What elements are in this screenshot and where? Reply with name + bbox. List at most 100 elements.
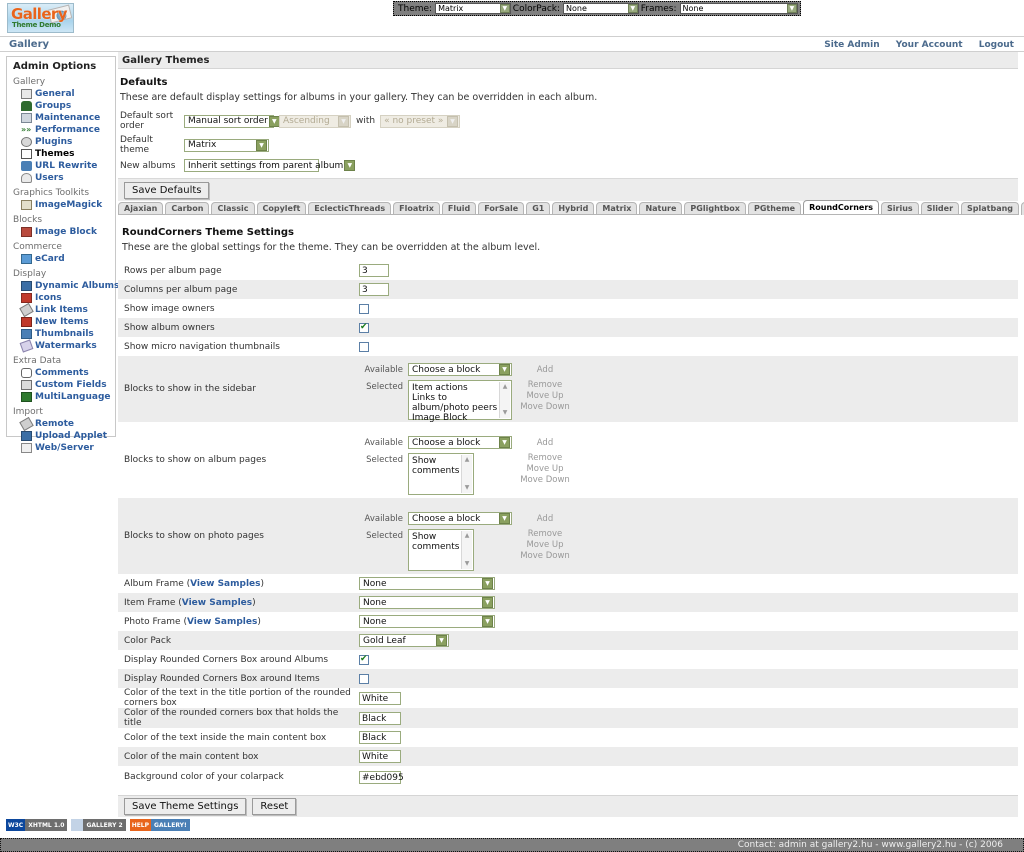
show-micro-nav-checkbox[interactable] [359, 341, 369, 352]
default-sort-order-select[interactable]: Manual sort order ▼ [184, 114, 280, 128]
color-pack-select[interactable]: Gold Leaf ▼ [359, 634, 449, 647]
sidebar-item-themes[interactable]: Themes [11, 148, 111, 160]
sidebar-item-custom-fields[interactable]: Custom Fields [11, 379, 111, 391]
tab-classic[interactable]: Classic [211, 202, 255, 215]
colorpack-select[interactable]: None ▼ [563, 3, 639, 14]
chevron-down-icon[interactable]: ▼ [499, 364, 510, 375]
sidebar-item-plugins[interactable]: Plugins [11, 136, 111, 148]
tab-pglightbox[interactable]: PGlightbox [684, 202, 746, 215]
photo-selected-list[interactable]: Show comments ▲ ▼ [408, 529, 474, 571]
gallery-logo[interactable]: Gallery Theme Demo [7, 3, 74, 33]
tab-nature[interactable]: Nature [639, 202, 683, 215]
chevron-down-icon[interactable]: ▼ [447, 115, 459, 127]
help-gallery-badge[interactable]: HELP GALLERY! [129, 819, 190, 831]
logout-link[interactable]: Logout [978, 40, 1014, 50]
album-move-down-button[interactable]: Move Down [520, 475, 570, 485]
scrollbar[interactable]: ▲ ▼ [461, 455, 472, 493]
sidebar-item-upload-applet[interactable]: Upload Applet [11, 430, 111, 442]
tab-fluid[interactable]: Fluid [441, 202, 477, 215]
chevron-down-icon[interactable]: ▼ [499, 4, 510, 13]
list-item[interactable]: Show comments [412, 456, 460, 476]
rounded-items-checkbox[interactable] [359, 673, 369, 684]
tab-sirius[interactable]: Sirius [881, 202, 919, 215]
sidebar-item-thumbnails[interactable]: Thumbnails [11, 328, 111, 340]
album-available-select[interactable]: Choose a block ▼ [408, 436, 512, 449]
your-account-link[interactable]: Your Account [895, 40, 963, 50]
sidebar-item-url-rewrite[interactable]: URL Rewrite [11, 160, 111, 172]
tab-g1[interactable]: G1 [526, 202, 551, 215]
sidebar-item-watermarks[interactable]: Watermarks [11, 339, 111, 353]
sidebar-item-imagemagick[interactable]: ImageMagick [11, 199, 111, 211]
sidebar-add-button[interactable]: Add [536, 365, 554, 375]
album-add-button[interactable]: Add [536, 438, 554, 448]
photo-remove-button[interactable]: Remove [527, 529, 563, 539]
sidebar-move-down-button[interactable]: Move Down [520, 402, 570, 412]
chevron-down-icon[interactable]: ▼ [786, 4, 797, 13]
save-theme-settings-button[interactable]: Save Theme Settings [124, 798, 247, 815]
sidebar-available-select[interactable]: Choose a block ▼ [408, 363, 512, 376]
chevron-down-icon[interactable]: ▼ [256, 139, 267, 151]
new-albums-select[interactable]: Inherit settings from parent album ▼ [184, 159, 356, 172]
list-item[interactable]: Show comments [412, 532, 460, 552]
album-selected-list[interactable]: Show comments ▲ ▼ [408, 453, 474, 495]
preset-select[interactable]: « no preset » ▼ [380, 114, 461, 128]
item-frame-view-samples-link[interactable]: View Samples [181, 597, 253, 608]
content-text-color-input[interactable]: Black [359, 731, 401, 744]
chevron-down-icon[interactable]: ▼ [344, 160, 356, 171]
chevron-down-icon[interactable]: ▼ [436, 635, 447, 646]
scrollbar[interactable]: ▲ ▼ [499, 382, 510, 418]
item-frame-select[interactable]: None ▼ [359, 596, 495, 609]
rounded-albums-checkbox[interactable] [359, 654, 369, 665]
tab-hybrid[interactable]: Hybrid [552, 202, 595, 215]
title-box-color-input[interactable]: Black [359, 711, 401, 725]
photo-available-select[interactable]: Choose a block ▼ [408, 512, 512, 525]
list-item[interactable]: Image Block [412, 413, 468, 423]
chevron-down-icon[interactable]: ▼ [482, 616, 493, 627]
sidebar-move-up-button[interactable]: Move Up [526, 391, 564, 401]
tab-tien[interactable]: Tien [1021, 202, 1024, 215]
sidebar-item-groups[interactable]: Groups [11, 100, 111, 112]
photo-move-up-button[interactable]: Move Up [526, 540, 564, 550]
sidebar-item-icons[interactable]: Icons [11, 292, 111, 304]
album-frame-select[interactable]: None ▼ [359, 577, 495, 590]
chevron-down-icon[interactable]: ▼ [482, 597, 493, 608]
tab-roundcorners[interactable]: RoundCorners [803, 200, 880, 215]
list-item[interactable]: Item actions [412, 383, 468, 393]
tab-eclecticthreads[interactable]: EclecticThreads [308, 202, 392, 215]
tab-carbon[interactable]: Carbon [165, 202, 210, 215]
chevron-down-icon[interactable]: ▼ [499, 513, 510, 524]
photo-frame-view-samples-link[interactable]: View Samples [186, 616, 258, 627]
title-text-color-input[interactable]: White [359, 691, 401, 705]
save-defaults-button[interactable]: Save Defaults [124, 181, 210, 199]
photo-add-button[interactable]: Add [536, 514, 554, 524]
sidebar-item-link-items[interactable]: Link Items [11, 302, 111, 318]
chevron-down-icon[interactable]: ▼ [499, 437, 510, 448]
sidebar-remove-button[interactable]: Remove [527, 380, 563, 390]
show-image-owners-checkbox[interactable] [359, 303, 369, 314]
sidebar-item-general[interactable]: General [11, 88, 111, 100]
album-frame-view-samples-link[interactable]: View Samples [190, 578, 261, 589]
chevron-down-icon[interactable]: ▼ [627, 4, 638, 13]
sidebar-item-new-items[interactable]: New Items [11, 316, 111, 328]
gallery2-badge[interactable]: GALLERY 2 [71, 819, 126, 831]
colorpack-bg-input[interactable]: #ebd095 [359, 770, 404, 784]
tab-floatrix[interactable]: Floatrix [393, 202, 440, 215]
breadcrumb[interactable]: Gallery [9, 39, 50, 50]
columns-per-album-input[interactable]: 3 [359, 283, 389, 296]
album-move-up-button[interactable]: Move Up [526, 464, 564, 474]
tab-slider[interactable]: Slider [920, 202, 960, 215]
photo-move-down-button[interactable]: Move Down [520, 551, 570, 561]
photo-frame-select[interactable]: None ▼ [359, 615, 495, 628]
album-remove-button[interactable]: Remove [527, 453, 563, 463]
sidebar-item-maintenance[interactable]: Maintenance [11, 112, 111, 124]
sidebar-item-comments[interactable]: Comments [11, 367, 111, 379]
tab-matrix[interactable]: Matrix [596, 202, 638, 215]
tab-forsale[interactable]: ForSale [478, 202, 525, 215]
tab-splatbang[interactable]: Splatbang [961, 202, 1020, 215]
tab-ajaxian[interactable]: Ajaxian [118, 202, 164, 215]
theme-select[interactable]: Matrix ▼ [435, 3, 511, 14]
reset-button[interactable]: Reset [252, 798, 297, 815]
show-album-owners-checkbox[interactable] [359, 322, 369, 333]
frames-select[interactable]: None ▼ [679, 3, 798, 14]
sidebar-item-multilanguage[interactable]: MultiLanguage [11, 391, 111, 403]
